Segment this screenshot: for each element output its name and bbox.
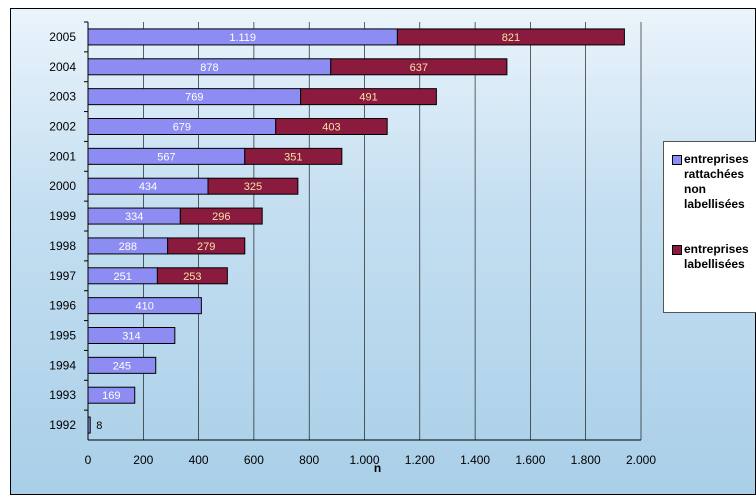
data-label: 279 (197, 241, 215, 253)
bar-segment (87, 356, 157, 374)
legend-swatch-series-2 (672, 245, 682, 255)
data-label: 410 (136, 301, 154, 313)
data-label: 325 (244, 181, 262, 193)
data-label: 403 (322, 122, 340, 134)
data-label: 434 (139, 181, 157, 193)
bar-segment (167, 237, 246, 255)
x-tick-label: 400 (189, 453, 209, 467)
data-label: 567 (157, 151, 175, 163)
x-tick-label: 800 (299, 453, 319, 467)
bar-segment (300, 88, 437, 106)
bar-segment (396, 28, 625, 46)
y-tick-label: 1998 (49, 239, 76, 253)
bar-segment (156, 267, 228, 285)
bar-segment (207, 177, 299, 195)
bar-segment (179, 207, 263, 225)
data-label: 334 (125, 211, 143, 223)
y-tick-label: 2005 (49, 30, 76, 44)
data-label: 1.119 (229, 32, 256, 44)
data-label: 288 (119, 241, 137, 253)
y-tick-label: 1996 (49, 299, 76, 313)
x-tick-label: 1.600 (515, 453, 545, 467)
bar-segment (275, 118, 388, 135)
x-tick-label: 0 (85, 453, 92, 467)
data-label: 491 (359, 92, 377, 104)
x-tick-label: 1.400 (460, 453, 490, 467)
data-label: 637 (410, 62, 428, 74)
bar-segment (87, 386, 136, 404)
bar-segment (87, 416, 91, 434)
data-label: 8 (96, 420, 102, 432)
x-axis-label: n (374, 461, 381, 475)
legend-swatch-series-1 (672, 155, 682, 165)
data-label: 878 (200, 62, 218, 74)
y-tick-label: 1992 (49, 418, 76, 432)
bar-segment (244, 147, 343, 165)
data-label: 679 (173, 122, 191, 134)
x-tick-label: 200 (133, 453, 153, 467)
bar-segment (87, 327, 176, 344)
y-tick-label: 1995 (49, 329, 76, 343)
legend: entreprises rattachées non labellisées e… (663, 141, 756, 313)
y-tick-label: 2002 (49, 120, 76, 134)
data-label: 821 (502, 32, 520, 44)
y-tick-label: 2003 (49, 90, 76, 104)
legend-label-series-2: entreprises labellisées (684, 242, 749, 271)
data-label: 251 (114, 271, 132, 283)
data-label: 351 (284, 151, 302, 163)
data-label: 253 (183, 271, 201, 283)
bar-segment (87, 297, 202, 315)
y-tick-label: 1993 (49, 388, 76, 402)
y-tick-label: 1997 (49, 269, 76, 283)
x-tick-label: 2.000 (626, 453, 656, 467)
y-tick-label: 2004 (49, 60, 76, 74)
data-label: 245 (113, 360, 131, 372)
bar-segment (330, 58, 508, 76)
x-tick-label: 1.200 (405, 453, 435, 467)
y-tick-label: 1999 (49, 209, 76, 223)
data-label: 769 (185, 92, 203, 104)
data-label: 169 (102, 390, 120, 402)
legend-label-series-1: entreprises rattachées non labellisées (684, 152, 749, 211)
data-label: 296 (212, 211, 230, 223)
x-tick-label: 600 (244, 453, 264, 467)
y-tick-label: 2001 (49, 149, 76, 163)
x-tick-label: 1.000 (349, 453, 379, 467)
data-label: 314 (122, 331, 140, 343)
x-tick-label: 1.800 (571, 453, 601, 467)
y-tick-label: 2000 (49, 179, 76, 193)
y-tick-label: 1994 (49, 358, 76, 372)
